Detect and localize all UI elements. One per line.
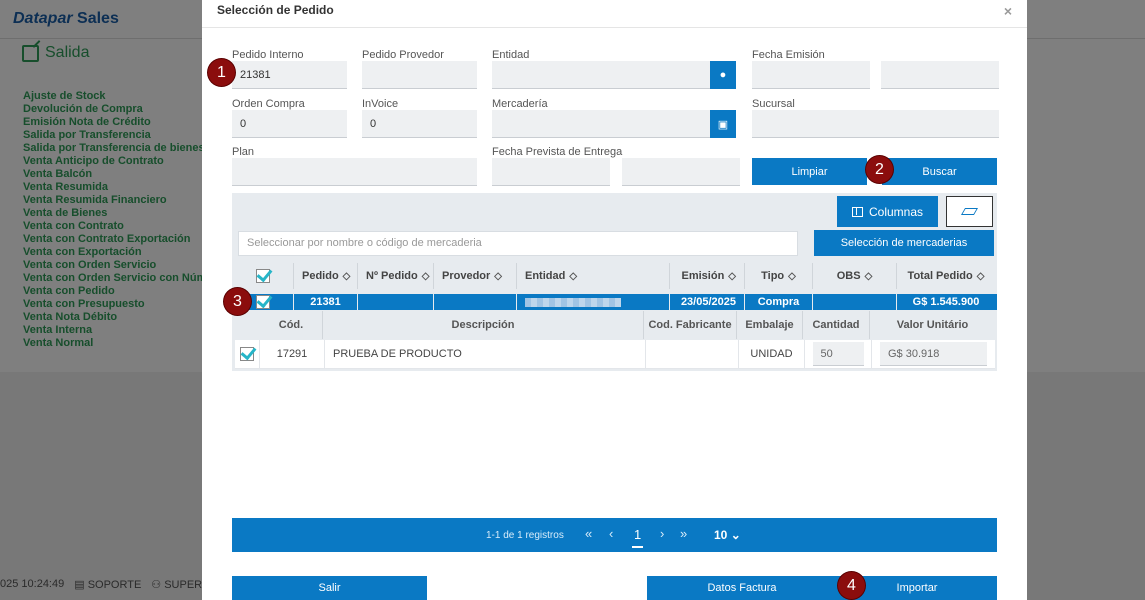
pedido-interno-input[interactable] — [232, 61, 347, 89]
cell-entidad — [517, 294, 670, 310]
datos-factura-button[interactable]: Datos Factura — [647, 576, 837, 600]
detail-cell-embalaje: UNIDAD — [739, 339, 805, 369]
orden-compra-label: Orden Compra — [232, 98, 305, 110]
columnas-button[interactable]: Columnas — [837, 196, 938, 227]
col-pedido[interactable]: Pedido ◇ — [294, 263, 358, 289]
step-badge-4: 4 — [838, 572, 865, 599]
limpiar-button[interactable]: Limpiar — [752, 158, 867, 185]
select-all-checkbox[interactable] — [255, 269, 270, 283]
cantidad-input[interactable]: 50 — [812, 342, 864, 366]
results-grid: Columnas Seleccionar por nombre o código… — [232, 193, 997, 371]
detail-col-descripcion: Descripción — [323, 311, 644, 339]
pedido-selection-modal: Selección de Pedido × Pedido Interno Ped… — [202, 0, 1027, 600]
cell-total-pedido: G$ 1.545.900 — [912, 296, 980, 308]
step-badge-2: 2 — [866, 156, 893, 183]
detail-row[interactable]: 17291 PRUEBA DE PRODUCTO UNIDAD 50 G$ 30… — [235, 339, 995, 369]
cell-n-pedido — [358, 294, 434, 310]
detail-cell-cod-fabricante — [646, 339, 739, 369]
col-emision[interactable]: Emisión ◇ — [670, 263, 745, 289]
detail-select-cell[interactable] — [235, 339, 260, 369]
entidad-search-button[interactable]: ● — [710, 61, 736, 89]
prev-page-icon[interactable]: ‹ — [609, 526, 614, 541]
plan-label: Plan — [232, 146, 255, 158]
salir-button[interactable]: Salir — [232, 576, 427, 600]
row-select-cell[interactable] — [232, 294, 294, 310]
mercaderia-input[interactable] — [492, 110, 710, 138]
detail-header: Cód. Descripción Cod. Fabricante Embalaj… — [260, 311, 995, 339]
cell-tipo: Compra — [745, 294, 813, 310]
valor-unitario-input[interactable]: G$ 30.918 — [880, 342, 987, 366]
modal-title: Selección de Pedido — [217, 3, 334, 17]
modal-header: Selección de Pedido × — [202, 0, 1027, 28]
cell-pedido: 21381 — [294, 294, 358, 310]
detail-col-cod-fabricante: Cod. Fabricante — [644, 311, 737, 339]
user-icon: ● — [719, 69, 727, 81]
pedido-provedor-input[interactable] — [362, 61, 477, 89]
row-checkbox[interactable] — [255, 295, 270, 309]
step-badge-1: 1 — [208, 59, 235, 86]
sucursal-label: Sucursal — [752, 98, 795, 110]
detail-cell-cod: 17291 — [260, 339, 325, 369]
col-provedor[interactable]: Provedor ◇ — [434, 263, 517, 289]
fecha-emision-label: Fecha Emisión — [752, 49, 825, 61]
col-tipo[interactable]: Tipo ◇ — [745, 263, 813, 289]
table-row[interactable]: 21381 23/05/2025 Compra G$ 1.545.900 — [232, 294, 997, 310]
detail-checkbox[interactable] — [240, 347, 254, 361]
entidad-label: Entidad — [492, 49, 530, 61]
redacted-entidad — [525, 297, 621, 307]
col-total-pedido[interactable]: Total Pedido ◇ — [907, 270, 985, 282]
buscar-button[interactable]: Buscar — [882, 158, 997, 185]
mercaderia-cart-button[interactable]: ▣ — [710, 110, 736, 138]
select-all-header[interactable] — [232, 263, 294, 289]
detail-col-valor-unitario: Valor Unitário — [896, 319, 969, 331]
cell-emision: 23/05/2025 — [670, 294, 745, 310]
cart-icon: ▣ — [717, 118, 729, 131]
fecha-prevista-from-input[interactable] — [492, 158, 610, 186]
eraser-icon — [960, 208, 979, 215]
seleccion-mercaderias-button[interactable]: Selección de mercaderias — [814, 230, 994, 256]
eraser-button[interactable] — [946, 196, 993, 227]
pagination-bar: 1-1 de 1 registros « ‹ 1 › » 10 ⌄ — [232, 518, 997, 552]
detail-col-embalaje: Embalaje — [737, 311, 803, 339]
first-page-icon[interactable]: « — [585, 526, 593, 541]
col-obs[interactable]: OBS ◇ — [813, 263, 897, 289]
orden-compra-input[interactable] — [232, 110, 347, 138]
entidad-input[interactable] — [492, 61, 710, 89]
fecha-prevista-to-input[interactable] — [622, 158, 740, 186]
invoice-label: InVoice — [362, 98, 399, 110]
detail-cell-valor-unitario: G$ 30.918 — [872, 340, 995, 369]
next-page-icon[interactable]: › — [660, 526, 665, 541]
col-n-pedido[interactable]: Nº Pedido ◇ — [358, 263, 434, 289]
last-page-icon[interactable]: » — [680, 526, 688, 541]
sucursal-input[interactable] — [752, 110, 999, 138]
grid-header: Pedido ◇ Nº Pedido ◇ Provedor ◇ Entidad ◇ Em… — [232, 263, 997, 289]
chevron-down-icon: ⌄ — [730, 528, 741, 542]
detail-cell-descripcion: PRUEBA DE PRODUCTO — [325, 339, 646, 369]
detail-col-cod: Cód. — [260, 311, 323, 339]
fecha-emision-to-input[interactable] — [881, 61, 999, 89]
pedido-interno-label: Pedido Interno — [232, 49, 304, 61]
fecha-prevista-label: Fecha Prevista de Entrega — [492, 146, 623, 158]
step-badge-3: 3 — [224, 288, 251, 315]
page-size-select[interactable]: 10 ⌄ — [714, 528, 741, 542]
close-icon[interactable]: × — [1003, 3, 1012, 19]
detail-cell-cantidad: 50 — [805, 339, 872, 369]
current-page[interactable]: 1 — [632, 527, 644, 548]
col-entidad[interactable]: Entidad ◇ — [517, 263, 670, 289]
pagination-info: 1-1 de 1 registros — [486, 530, 564, 541]
mercaderia-filter-input[interactable]: Seleccionar por nombre o código de merca… — [238, 231, 798, 256]
cell-provedor — [434, 294, 517, 310]
pedido-provedor-label: Pedido Provedor — [362, 49, 444, 61]
mercaderia-label: Mercadería — [492, 98, 548, 110]
cell-obs — [813, 294, 897, 310]
invoice-input[interactable] — [362, 110, 477, 138]
columns-icon — [851, 206, 863, 217]
detail-col-cantidad: Cantidad — [803, 311, 870, 339]
fecha-emision-from-input[interactable] — [752, 61, 870, 89]
plan-input[interactable] — [232, 158, 477, 186]
